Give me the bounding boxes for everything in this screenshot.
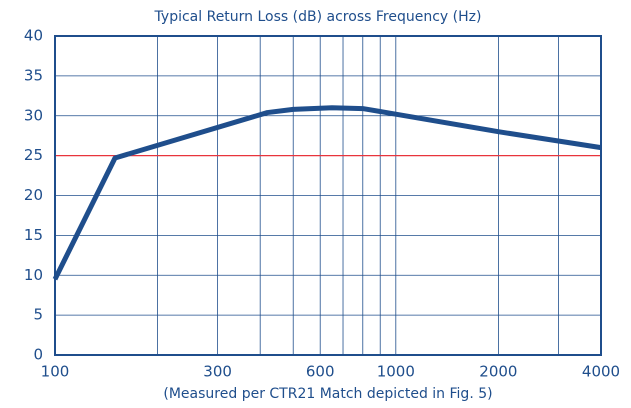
x-tick-label: 2000 xyxy=(479,363,517,381)
y-tick-label: 35 xyxy=(24,66,43,84)
y-tick-label: 10 xyxy=(24,266,43,284)
y-tick-label: 20 xyxy=(24,186,43,204)
y-tick-label: 15 xyxy=(24,226,43,244)
plot-frame xyxy=(54,35,602,356)
chart-title: Typical Return Loss (dB) across Frequenc… xyxy=(154,9,482,25)
x-axis-label: (Measured per CTR21 Match depicted in Fi… xyxy=(163,386,492,402)
x-tick-label: 4000 xyxy=(582,363,620,381)
y-tick-label: 25 xyxy=(24,146,43,164)
x-tick-label: 300 xyxy=(203,363,232,381)
y-tick-label: 5 xyxy=(33,306,43,324)
y-tick-label: 40 xyxy=(24,27,43,45)
x-tick-label: 1000 xyxy=(377,363,415,381)
x-tick-label: 100 xyxy=(41,363,70,381)
y-tick-label: 0 xyxy=(33,346,43,364)
y-tick-label: 30 xyxy=(24,106,43,124)
data-line xyxy=(52,105,602,281)
x-tick-label: 600 xyxy=(306,363,335,381)
